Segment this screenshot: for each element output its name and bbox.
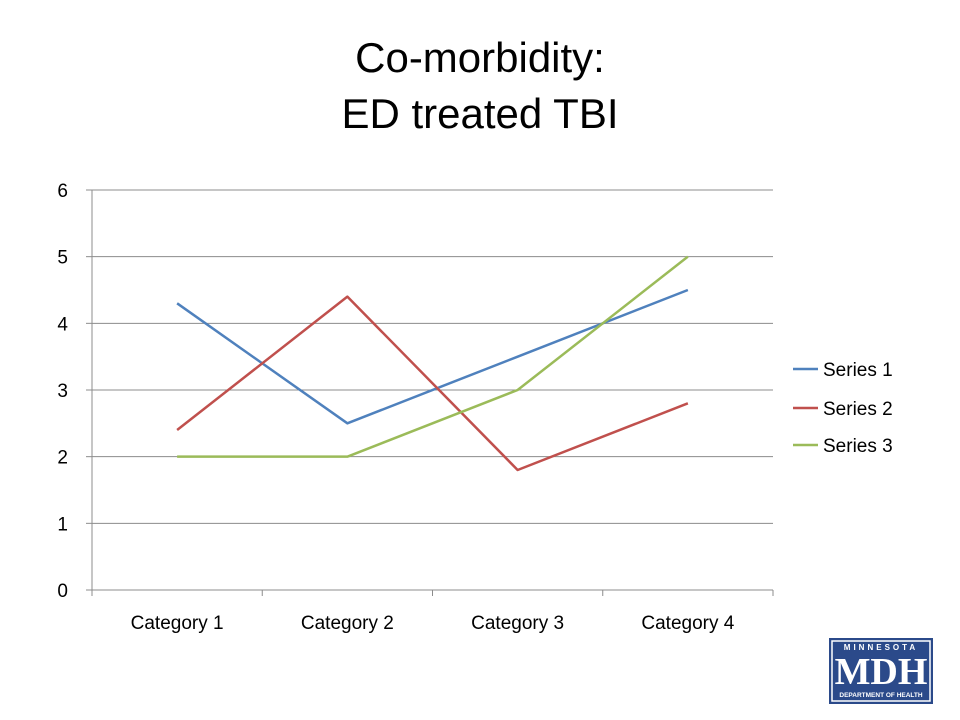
mdh-logo: MINNESOTA MDH DEPARTMENT OF HEALTH: [829, 638, 933, 704]
series-line-2: [176, 295, 689, 472]
y-tick-label: 0: [57, 581, 68, 602]
legend-label-2: Series 2: [823, 399, 893, 420]
logo-background: [829, 638, 933, 704]
y-tick-label: 6: [57, 181, 68, 202]
x-tick-label: Category 4: [641, 613, 734, 634]
series-line-1: [176, 288, 689, 425]
y-tick-label: 1: [57, 514, 68, 535]
y-tick-label: 4: [57, 314, 68, 335]
logo-main-text: MDH: [835, 651, 928, 693]
slide-title-line-2: ED treated TBI: [341, 90, 619, 137]
y-tick-label: 2: [57, 448, 68, 469]
logo-top-text: MINNESOTA: [844, 643, 918, 652]
x-tick-label: Category 2: [301, 613, 394, 634]
x-tick-label: Category 3: [471, 613, 564, 634]
slide-title: Co-morbidity: ED treated TBI: [0, 30, 960, 142]
legend-label-3: Series 3: [823, 436, 893, 457]
legend-label-1: Series 1: [823, 360, 893, 381]
y-tick-label: 5: [57, 248, 68, 269]
slide-title-line-1: Co-morbidity:: [355, 34, 605, 81]
y-tick-label: 3: [57, 381, 68, 402]
x-tick-label: Category 1: [131, 613, 224, 634]
logo-border: [831, 640, 931, 702]
series-line-3: [177, 255, 689, 458]
logo-bottom-text: DEPARTMENT OF HEALTH: [839, 692, 922, 699]
